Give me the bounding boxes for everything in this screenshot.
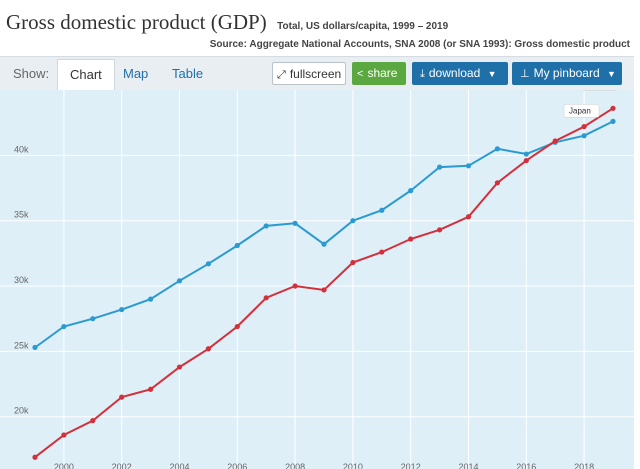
japan-data-point: [321, 241, 327, 247]
download-icon: ⤓: [420, 68, 425, 80]
download-button[interactable]: ⤓ download ▼: [412, 62, 508, 85]
korea-data-point: [234, 323, 240, 330]
japan-data-point: [437, 164, 443, 170]
gdp-line-chart: 20k 25k 30k 35k 40k 2000 2002 2004 2006 2008 2010 2…: [0, 90, 634, 469]
korea-data-point: [465, 214, 472, 220]
korea-data-point: [90, 418, 96, 424]
japan-data-point: [148, 296, 154, 302]
download-label: download: [428, 66, 481, 80]
pinboard-button[interactable]: ⊥ My pinboard ▼: [512, 62, 622, 85]
korea-data-point: [119, 394, 125, 400]
korea-data-point: [148, 386, 154, 392]
show-label: Show:: [13, 66, 50, 81]
y-tick-label: 40k: [14, 144, 29, 154]
download-caret-icon: ▼: [487, 69, 497, 79]
japan-data-point: [379, 207, 385, 213]
korea-data-point: [205, 346, 211, 352]
tab-chart[interactable]: Chart: [57, 59, 115, 90]
korea-data-point: [581, 123, 587, 130]
title-row: Gross domestic product (GDP) Total, US d…: [6, 10, 448, 35]
korea-data-point: [61, 432, 67, 438]
korea-data-point: [523, 157, 529, 164]
korea-data-point: [321, 287, 327, 293]
japan-data-point: [119, 306, 125, 313]
pin-icon: ⊥: [520, 68, 530, 80]
y-tick-label: 25k: [14, 340, 29, 350]
korea-data-point: [292, 283, 298, 289]
korea-data-point: [379, 249, 385, 255]
japan-data-point: [494, 146, 500, 152]
korea-data-point: [552, 138, 558, 144]
x-tick-label: 2016: [516, 462, 536, 469]
korea-data-point: [437, 227, 443, 233]
pinboard-label: My pinboard: [533, 66, 600, 80]
japan-data-point: [176, 278, 183, 284]
x-tick-label: 2006: [227, 462, 247, 469]
pinboard-caret-icon: ▼: [606, 69, 616, 79]
japan-data-point: [610, 118, 616, 124]
x-tick-label: 2018: [574, 462, 594, 469]
japan-data-point: [350, 218, 356, 224]
page-subtitle: Total, US dollars/capita, 1999 – 2019: [277, 21, 449, 32]
japan-data-point: [523, 151, 529, 157]
fullscreen-button[interactable]: ⤢ fullscreen: [272, 62, 346, 85]
japan-data-point: [90, 316, 96, 322]
japan-end-label: Japan: [563, 104, 600, 118]
x-tick-label: 2004: [169, 462, 189, 469]
japan-data-point: [408, 188, 414, 194]
source-note: Source: Aggregate National Accounts, SNA…: [209, 39, 630, 50]
korea-data-point: [176, 364, 183, 370]
plot-background: [0, 90, 634, 469]
korea-data-point: [408, 236, 414, 242]
japan-data-point: [32, 344, 38, 351]
japan-data-point: [205, 261, 211, 267]
x-tick-label: 2014: [458, 462, 478, 469]
japan-data-point: [263, 223, 269, 229]
tab-map[interactable]: Map: [123, 66, 149, 81]
share-icon: <: [357, 68, 364, 80]
fullscreen-label: fullscreen: [289, 67, 342, 81]
y-tick-label: 20k: [14, 406, 29, 416]
japan-data-point: [234, 242, 240, 249]
share-button[interactable]: < share: [352, 62, 406, 85]
japan-label-text: Japan: [569, 106, 591, 115]
x-tick-label: 2010: [343, 462, 363, 469]
korea-data-point: [350, 259, 356, 266]
x-tick-label: 2012: [401, 462, 421, 469]
korea-data-point: [610, 105, 616, 111]
korea-data-point: [263, 295, 269, 301]
x-tick-label: 2002: [112, 462, 132, 469]
tab-table[interactable]: Table: [172, 66, 204, 81]
korea-data-point: [32, 454, 38, 460]
toolbar: Show: Chart Map Table ⤢ fullscreen < share…: [0, 56, 634, 90]
x-tick-label: 2000: [54, 462, 74, 469]
japan-data-point: [465, 163, 472, 169]
share-label: share: [367, 66, 398, 80]
japan-data-point: [581, 133, 587, 139]
y-tick-label: 35k: [14, 210, 29, 220]
japan-data-point: [292, 220, 298, 226]
page-title: Gross domestic product (GDP): [6, 10, 267, 34]
japan-label-box: [563, 104, 600, 118]
fullscreen-icon: ⤢: [277, 69, 286, 81]
x-tick-label: 2008: [285, 462, 305, 469]
korea-data-point: [494, 180, 500, 186]
japan-data-point: [61, 323, 67, 330]
y-tick-label: 30k: [14, 275, 29, 285]
